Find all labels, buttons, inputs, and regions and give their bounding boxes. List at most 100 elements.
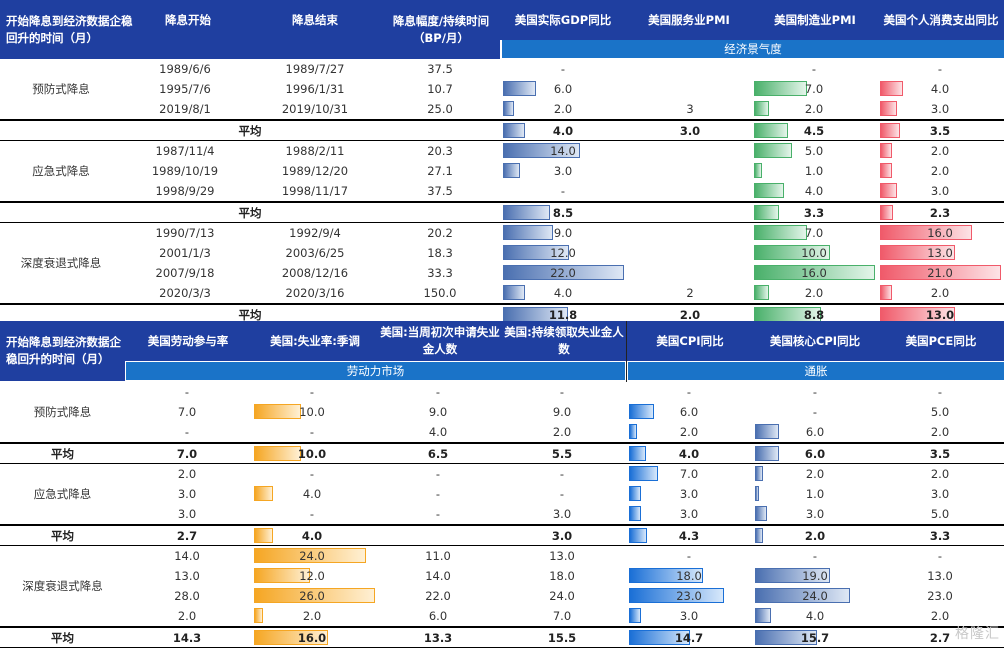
pce-bar	[880, 81, 904, 96]
top-row-gdp: 6.0	[553, 82, 573, 96]
top-row-mfg-pmi: 4.0	[804, 184, 824, 198]
bottom-row-continuing-claims: 9.0	[552, 405, 572, 419]
top-header-0: 开始降息到经济数据企稳回升的时间（月）	[6, 13, 133, 45]
cpi-bar	[629, 466, 658, 481]
bottom-header-4: 美国:持续领取失业金人数	[504, 325, 624, 356]
bottom-row-continuing-claims: 24.0	[549, 589, 575, 603]
pce-bar	[880, 285, 892, 300]
mfg-pmi-bar	[754, 101, 770, 116]
top-row-svc-pmi	[630, 59, 750, 79]
top-header-7: 美国个人消费支出同比	[883, 12, 999, 27]
top-row-mfg-pmi: 1.0	[804, 164, 824, 178]
bottom-avg-core-cpi: 2.0	[804, 529, 826, 543]
top-section-divider	[0, 303, 1004, 305]
core-cpi-bar	[755, 506, 767, 521]
core-cpi-bar	[755, 568, 831, 583]
bottom-row-pce: 13.0	[927, 569, 953, 583]
top-row-end: 2008/12/16	[281, 266, 349, 280]
top-avg-divider	[0, 140, 1004, 141]
bottom-avg-divider	[0, 545, 1004, 546]
mfg-pmi-avg-bar	[754, 205, 779, 220]
top-row-start: 1995/7/6	[159, 82, 211, 96]
mfg-pmi-bar	[754, 163, 762, 178]
bottom-avg-label: 平均	[51, 631, 74, 645]
top-header-1: 降息开始	[165, 12, 211, 27]
bottom-row-initial-claims: -	[435, 385, 441, 399]
top-row-svc-pmi: 3	[686, 102, 694, 116]
top-header-2: 降息结束	[292, 12, 338, 27]
bottom-row-lfp: 28.0	[174, 589, 200, 603]
bottom-avg-label: 平均	[51, 529, 74, 543]
bottom-row-lfp: 3.0	[177, 507, 197, 521]
top-row-mfg-pmi: 5.0	[804, 144, 824, 158]
bottom-avg-cpi: 4.3	[678, 529, 700, 543]
pce-avg-bar	[880, 205, 894, 220]
bottom-row-initial-claims: 4.0	[428, 425, 448, 439]
top-row-start: 1989/6/6	[159, 62, 211, 76]
top-row-pce: 2.0	[930, 164, 950, 178]
bottom-row-pce: 3.0	[930, 487, 950, 501]
top-avg-divider	[0, 222, 1004, 223]
top-row-start: 1987/11/4	[155, 144, 215, 158]
bottom-row-initial-claims: 6.0	[428, 609, 448, 623]
pce-bar	[880, 245, 955, 260]
bottom-section-divider	[0, 442, 1004, 444]
top-row-end: 1989/12/20	[281, 164, 349, 178]
bottom-header-1: 美国劳动参与率	[147, 333, 229, 348]
bottom-row-cpi: 2.0	[679, 425, 699, 439]
bottom-header-7: 美国PCE同比	[905, 333, 977, 348]
bottom-header-6: 美国核心CPI同比	[769, 333, 861, 348]
bottom-row-initial-claims: -	[435, 467, 441, 481]
bottom-row-cpi: -	[686, 385, 692, 399]
bottom-row-unemp: 10.0	[299, 405, 325, 419]
top-row-svc-pmi	[630, 161, 750, 181]
mfg-pmi-bar	[754, 285, 770, 300]
top-row-pce: 3.0	[930, 102, 950, 116]
cpi-bar	[629, 486, 642, 501]
top-avg-pce: 3.5	[929, 124, 951, 138]
mfg-pmi-bar	[754, 225, 807, 240]
bottom-row-cpi: 23.0	[676, 589, 702, 603]
bottom-row-initial-claims: 22.0	[425, 589, 451, 603]
unemployment-bar	[254, 568, 310, 583]
bottom-avg-lfp: 2.7	[176, 529, 198, 543]
bottom-row-core-cpi: 6.0	[805, 425, 825, 439]
bottom-row-initial-claims: 14.0	[425, 569, 451, 583]
bottom-section-divider	[0, 524, 1004, 526]
top-row-gdp: 4.0	[553, 286, 573, 300]
bottom-avg-unemp: 10.0	[297, 447, 327, 461]
mfg-pmi-bar	[754, 143, 792, 158]
bottom-row-continuing-claims: -	[559, 487, 565, 501]
mfg-pmi-bar	[754, 265, 875, 280]
cpi-bar	[629, 588, 724, 603]
bottom-group-inflation: 通胀	[628, 362, 1004, 380]
mfg-pmi-avg-bar	[754, 123, 789, 138]
top-row-pce: 21.0	[927, 266, 953, 280]
cpi-bar	[629, 568, 704, 583]
bottom-row-pce: 2.0	[930, 609, 950, 623]
top-row-mfg-pmi: 7.0	[804, 226, 824, 240]
bottom-row-unemp: 4.0	[302, 487, 322, 501]
bottom-avg-cpi: 14.7	[674, 631, 704, 645]
top-row-start: 1989/10/19	[151, 164, 219, 178]
top-row-gdp: 12.0	[550, 246, 576, 260]
bottom-avg-lfp: 7.0	[176, 447, 198, 461]
bottom-row-unemp: 12.0	[299, 569, 325, 583]
top-group-label: 经济景气度	[502, 40, 1004, 58]
bottom-row-lfp: 2.0	[177, 609, 197, 623]
top-avg-label: 平均	[238, 308, 262, 322]
bottom-avg-core-cpi: 6.0	[804, 447, 826, 461]
top-row-gdp: -	[560, 184, 566, 198]
core-cpi-bar	[755, 466, 763, 481]
pce-avg-bar	[880, 123, 901, 138]
bottom-header-3: 美国:当周初次申请失业金人数	[380, 325, 500, 356]
bottom-avg-continuing-claims: 5.5	[551, 447, 573, 461]
bottom-row-unemp: -	[309, 467, 315, 481]
top-row-rate: 37.5	[427, 62, 453, 76]
top-avg-gdp: 8.5	[552, 206, 574, 220]
top-section-name: 预防式降息	[32, 82, 90, 96]
top-section-divider	[0, 119, 1004, 121]
bottom-row-cpi: 3.0	[679, 609, 699, 623]
bottom-row-unemp: -	[309, 425, 315, 439]
bottom-row-cpi: -	[686, 549, 692, 563]
